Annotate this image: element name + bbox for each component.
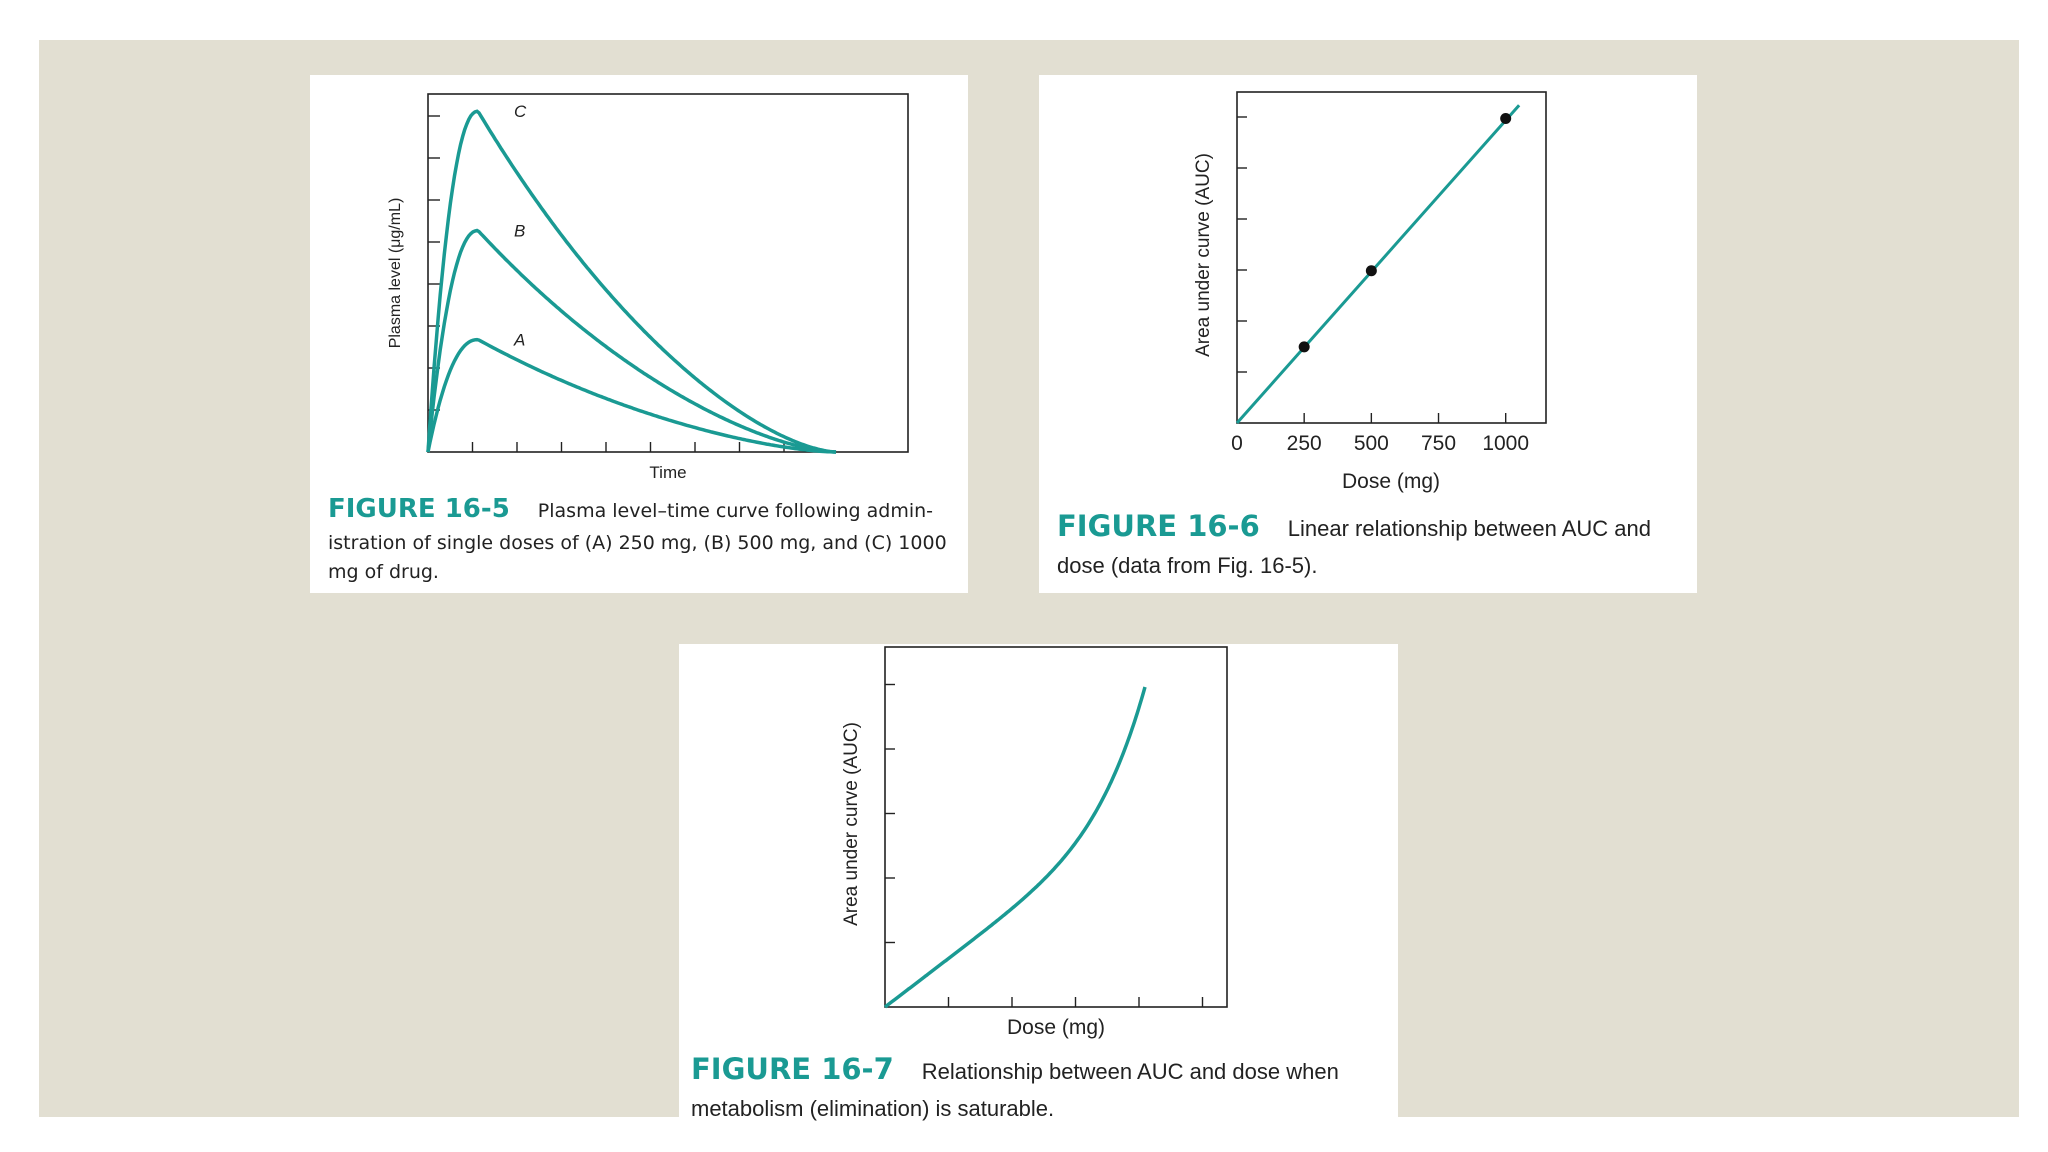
y-axis-label: Area under curve (AUC) bbox=[841, 722, 862, 926]
series-label-b: B bbox=[514, 221, 525, 240]
x-axis-label: Time bbox=[649, 463, 686, 482]
plot-frame bbox=[884, 646, 1228, 1008]
figure-16-5-panel: A B C Time Plasma level (μg/mL) FIGURE 16-… bbox=[310, 75, 968, 593]
fit-line bbox=[1235, 104, 1521, 424]
figure-number: FIGURE 16-6 bbox=[1057, 509, 1260, 543]
saturable-curve bbox=[883, 686, 1147, 1009]
series-label-c: C bbox=[514, 102, 527, 121]
curve-b bbox=[426, 228, 837, 454]
auc-dose-linear-chart: 0 250 500 750 1000 Dose (mg) Area under curv… bbox=[1193, 91, 1547, 493]
curve-c bbox=[426, 109, 837, 454]
data-point bbox=[1365, 265, 1377, 277]
figure-16-6-caption: FIGURE 16-6 Linear relationship between A… bbox=[1057, 505, 1687, 582]
y-axis-label: Area under curve (AUC) bbox=[1193, 153, 1214, 357]
auc-dose-saturable-chart: Dose (mg) Area under curve (AUC) bbox=[841, 646, 1228, 1039]
series-label-a: A bbox=[513, 331, 525, 350]
caption-text: Plasma level–time curve following admin-… bbox=[328, 500, 947, 583]
figure-16-7-caption: FIGURE 16-7 Relationship between AUC and … bbox=[691, 1048, 1391, 1125]
x-tick-label: 750 bbox=[1421, 432, 1456, 455]
x-tick-label: 1000 bbox=[1482, 432, 1529, 455]
figure-number: FIGURE 16-7 bbox=[691, 1052, 894, 1086]
figure-number: FIGURE 16-5 bbox=[328, 494, 510, 524]
plot-frame bbox=[427, 93, 909, 453]
figure-16-5-caption: FIGURE 16-5 Plasma level–time curve follo… bbox=[328, 490, 958, 586]
figure-16-6-panel: 0 250 500 750 1000 Dose (mg) Area under curv… bbox=[1039, 75, 1697, 593]
x-tick-label: 500 bbox=[1354, 432, 1389, 455]
plasma-level-chart: A B C Time Plasma level (μg/mL) bbox=[387, 93, 909, 482]
curve-a bbox=[426, 337, 836, 454]
x-axis-label: Dose (mg) bbox=[1007, 1016, 1105, 1039]
data-point bbox=[1500, 112, 1512, 124]
x-axis-label: Dose (mg) bbox=[1342, 470, 1440, 493]
y-axis-label: Plasma level (μg/mL) bbox=[387, 198, 404, 349]
caption-text: Relationship between AUC and dose when m… bbox=[691, 1059, 1339, 1121]
x-tick-label: 250 bbox=[1287, 432, 1322, 455]
plot-frame bbox=[1236, 91, 1547, 424]
figure-16-7-panel: Dose (mg) Area under curve (AUC) FIGURE … bbox=[679, 644, 1398, 1121]
x-tick-label: 0 bbox=[1231, 432, 1243, 455]
caption-text: Linear relationship between AUC and dose… bbox=[1057, 516, 1652, 578]
data-point bbox=[1298, 341, 1310, 353]
